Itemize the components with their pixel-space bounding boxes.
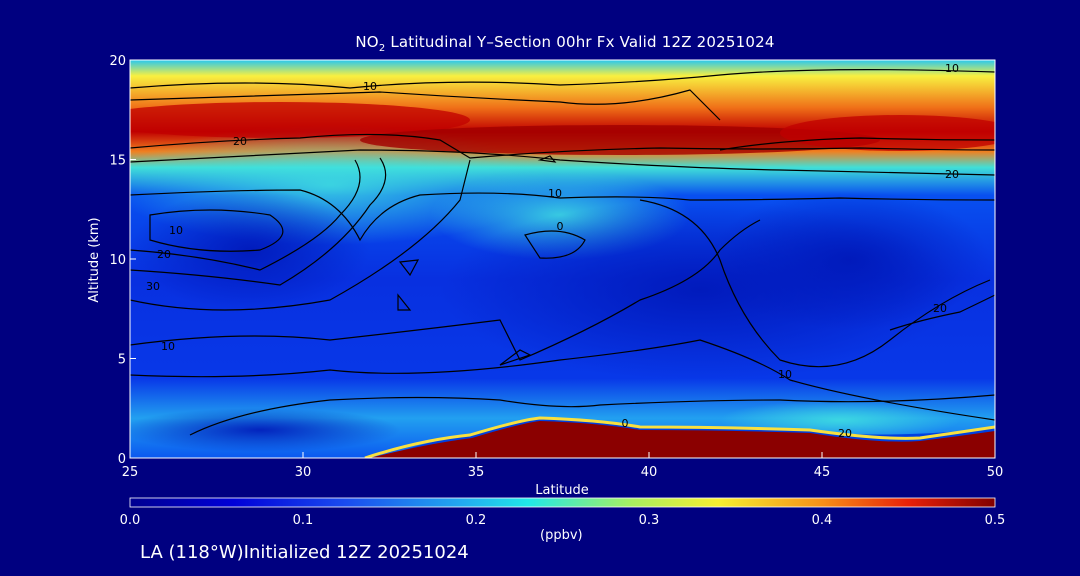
colorbar-tick-label: 0.5 (985, 513, 1006, 528)
chart-title-subscript: 2 (378, 43, 386, 54)
x-tick-label: 50 (987, 465, 1004, 480)
x-axis-label: Latitude (535, 483, 589, 498)
colorbar-tick-label: 0.3 (639, 513, 660, 528)
contour-label: 20 (945, 168, 959, 181)
contour-label: 0 (557, 220, 564, 233)
contour-label-layer: 10 20 10 20 10 0 10 20 30 20 10 10 0 20 (146, 62, 959, 440)
colorbar-tick-label: 0.0 (120, 513, 141, 528)
contour-label: 10 (161, 340, 175, 353)
contour-label: 10 (548, 187, 562, 200)
colorbar-ticks: 0.0 0.1 0.2 0.3 0.4 0.5 (120, 513, 1006, 528)
y-axis: 0 5 10 15 20 (109, 54, 136, 467)
contour-label: 0 (622, 417, 629, 430)
colorbar-tick-label: 0.2 (466, 513, 487, 528)
y-tick-label: 5 (118, 353, 126, 368)
contour-label: 30 (146, 280, 160, 293)
y-tick-label: 10 (109, 253, 126, 268)
contour-label: 10 (778, 368, 792, 381)
x-tick-label: 30 (295, 465, 312, 480)
footer-initialized-label: LA (118°W)Initialized 12Z 20251024 (140, 542, 469, 563)
x-tick-label: 40 (641, 465, 658, 480)
chart-title-prefix: NO (355, 33, 379, 51)
contour-label: 20 (933, 302, 947, 315)
y-tick-label: 15 (109, 154, 126, 169)
chart-title: NO2 Latitudinal Y–Section 00hr Fx Valid … (0, 33, 1080, 54)
contour-label: 10 (945, 62, 959, 75)
heatmap-field (130, 60, 995, 458)
contour-label: 20 (233, 135, 247, 148)
chart-title-suffix: Latitudinal Y–Section 00hr Fx Valid 12Z … (385, 33, 775, 51)
contour-label: 10 (363, 80, 377, 93)
colorbar-tick-label: 0.4 (812, 513, 833, 528)
contour-label: 10 (169, 224, 183, 237)
x-axis: 25 30 35 40 45 50 (122, 452, 1004, 480)
colorbar-tick-label: 0.1 (293, 513, 314, 528)
y-tick-label: 20 (109, 54, 126, 69)
x-tick-label: 45 (814, 465, 831, 480)
colorbar-unit: (ppbv) (540, 528, 583, 543)
colorbar (129, 497, 996, 508)
y-axis-label: Altitude (km) (87, 217, 102, 302)
contour-label: 20 (157, 248, 171, 261)
y-tick-label: 0 (118, 452, 126, 467)
contour-lines (130, 69, 995, 436)
x-tick-label: 25 (122, 465, 139, 480)
contour-label: 20 (838, 427, 852, 440)
x-tick-label: 35 (468, 465, 485, 480)
